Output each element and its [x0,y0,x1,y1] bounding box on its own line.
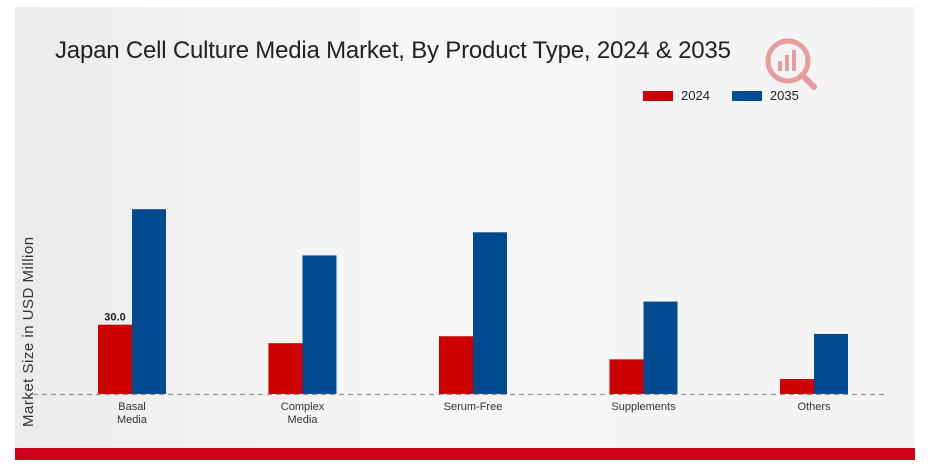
data-label: 30.0 [104,312,125,324]
legend-swatch-2035 [731,90,762,101]
bar-2035-4 [643,301,678,394]
chart-title: Japan Cell Culture Media Market, By Prod… [55,37,731,64]
x-tick-label: Basal [118,401,146,413]
bar-2024-3 [439,336,473,394]
x-tick-label: Supplements [611,401,676,413]
bar-2024-1 [98,324,132,394]
x-tick-label: Complex [281,401,325,413]
legend-label-2024: 2024 [681,88,710,103]
bar-2035-1 [132,209,166,394]
bar-2024-2 [268,343,303,394]
bar-2024-4 [609,359,644,394]
x-tick-label: Media [288,414,319,426]
legend-item-2035: 2035 [731,88,799,103]
legend-swatch-2024 [643,90,673,101]
brand-logo-icon [765,38,817,90]
footer-accent-bar [15,448,915,460]
chart-legend: 2024 2035 [643,88,813,103]
legend-item-2024: 2024 [643,88,710,103]
chart-panel: Japan Cell Culture Media Market, By Prod… [15,7,915,455]
bar-2024-5 [780,378,814,394]
bar-2035-3 [473,232,507,394]
bar-2035-5 [814,333,848,394]
legend-label-2035: 2035 [769,88,799,103]
x-tick-label: Media [117,414,148,426]
x-tick-label: Serum-Free [444,401,503,413]
bar-2035-2 [302,255,337,394]
x-tick-label: Others [797,401,831,413]
